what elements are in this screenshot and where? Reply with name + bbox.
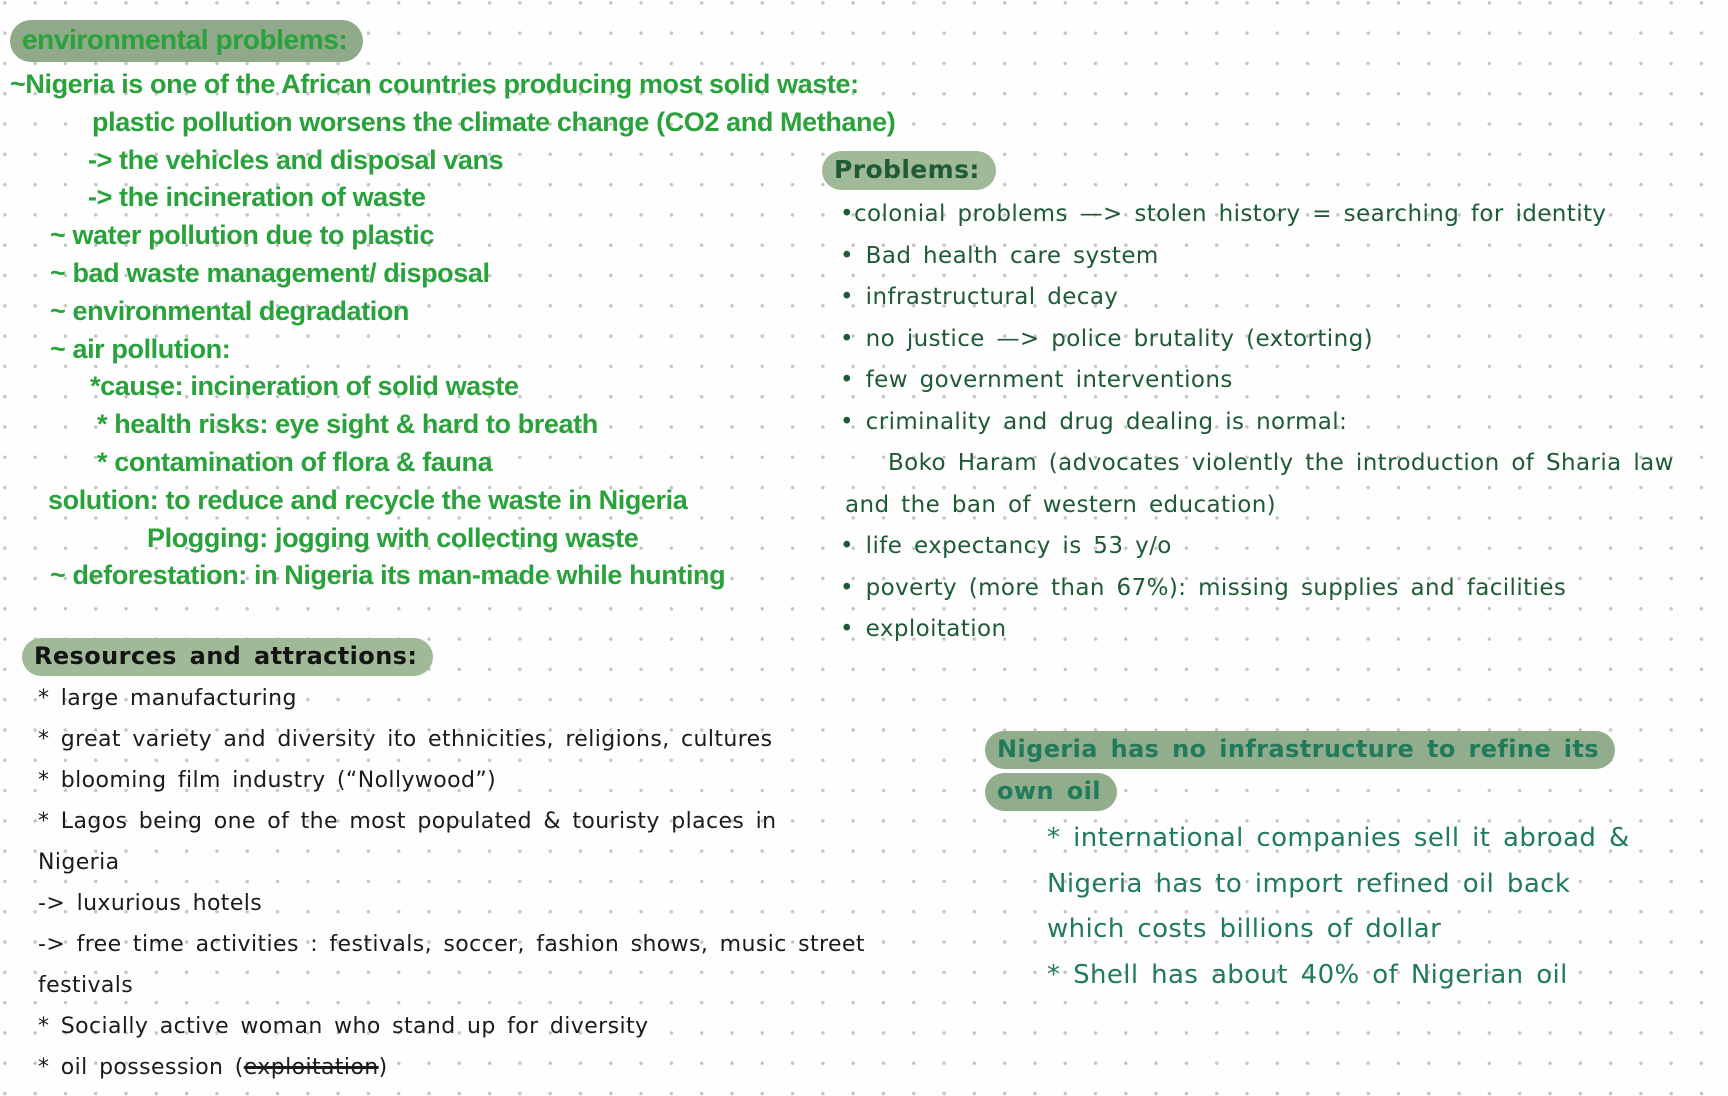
note-line: • no justice —> police brutality (extort… (840, 325, 1373, 352)
note-line: ~ water pollution due to plastic (50, 220, 434, 251)
note-line: ~ bad waste management/ disposal (50, 257, 490, 288)
note-line: ~ deforestation: in Nigeria its man-made… (50, 560, 726, 591)
heading-resources-attractions: Resources and attractions: (22, 638, 434, 676)
note-line: *cause: incineration of solid waste (90, 371, 519, 402)
note-line: which costs billions of dollar (1047, 914, 1442, 944)
oil-possession-suffix: ) (378, 1055, 388, 1080)
section-nigeria-oil: Nigeria has no infrastructure to refine … (985, 731, 1705, 1005)
note-line: Nigeria (38, 850, 120, 875)
heading-problems: Problems: (822, 151, 996, 190)
section-environmental-problems: environmental problems: ~Nigeria is one … (10, 20, 990, 598)
note-line: * blooming film industry (“Nollywood”) (38, 768, 497, 793)
note-line: * Shell has about 40% of Nigerian oil (1047, 959, 1568, 990)
note-line: • poverty (more than 67%): missing suppl… (840, 574, 1567, 601)
resources-lines: * large manufacturing * great variety an… (38, 686, 938, 1096)
note-line: ~ air pollution: (50, 333, 231, 364)
oil-possession-prefix: * oil possession ( (38, 1055, 244, 1080)
note-line-oil-possession: * oil possession (exploitation) (38, 1055, 938, 1096)
note-line: plastic pollution worsens the climate ch… (92, 106, 896, 137)
note-line: ~Nigeria is one of the African countries… (10, 69, 859, 99)
note-line: * Lagos being one of the most populated … (38, 809, 777, 834)
oil-possession-struck-word: exploitation (243, 1055, 379, 1080)
note-line: * international companies sell it abroad… (1047, 823, 1630, 853)
note-line: •colonial problems —> stolen history = s… (840, 201, 1607, 227)
section-resources-attractions: Resources and attractions: * large manuf… (22, 638, 938, 1096)
section-problems: Problems: •colonial problems —> stolen h… (822, 151, 1720, 658)
note-line: Boko Haram (advocates violently the intr… (888, 450, 1674, 476)
note-line: • life expectancy is 53 y/o (840, 533, 1172, 559)
note-line: • infrastructural decay (840, 284, 1119, 310)
note-line: solution: to reduce and recycle the wast… (48, 484, 688, 515)
note-line: Nigeria has to import refined oil back (1047, 868, 1571, 899)
note-line: ~ environmental degradation (50, 295, 410, 326)
note-line: * great variety and diversity ito ethnic… (38, 727, 773, 752)
note-line: * contamination of flora & fauna (97, 446, 493, 477)
note-line: Plogging: jogging with collecting waste (147, 522, 639, 553)
note-line: -> the vehicles and disposal vans (88, 144, 504, 175)
heading-nigeria-oil-line1: Nigeria has no infrastructure to refine … (985, 731, 1705, 773)
note-line: • few government interventions (840, 367, 1233, 393)
note-line: -> the incineration of waste (88, 182, 426, 213)
note-line: -> luxurious hotels (38, 891, 263, 916)
heading-nigeria-oil-line2: own oil (985, 773, 1705, 815)
note-line: * health risks: eye sight & hard to brea… (97, 409, 598, 440)
note-line: • exploitation (840, 616, 1007, 642)
note-line: • Bad health care system (840, 242, 1159, 269)
note-line: * large manufacturing (38, 686, 297, 711)
note-line: festivals (38, 973, 134, 998)
note-line: -> free time activities : festivals, soc… (38, 932, 865, 957)
note-line: * Socially active woman who stand up for… (38, 1014, 649, 1039)
environmental-lines: ~Nigeria is one of the African countries… (10, 69, 990, 598)
problems-lines: •colonial problems —> stolen history = s… (840, 201, 1720, 658)
heading-environmental-problems: environmental problems: (10, 20, 364, 62)
note-line: and the ban of western education) (845, 491, 1277, 518)
note-line: • criminality and drug dealing is normal… (840, 408, 1348, 435)
oil-lines: * international companies sell it abroad… (985, 823, 1705, 1005)
